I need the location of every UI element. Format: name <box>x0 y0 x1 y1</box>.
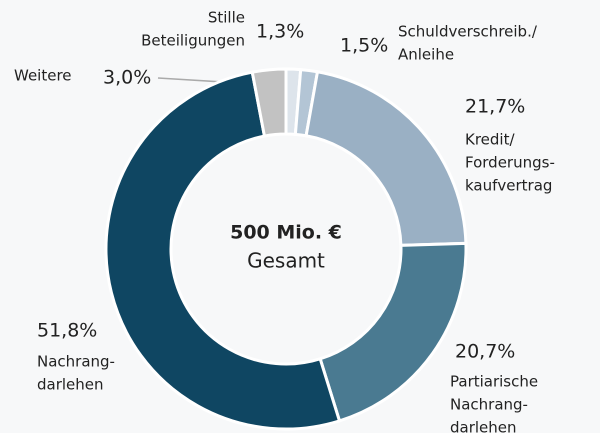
category-label: Weitere <box>14 67 72 85</box>
value-label: 21,7% <box>465 96 525 118</box>
category-label: darlehen <box>37 376 104 394</box>
category-label: Nachrang- <box>450 396 528 414</box>
donut-segment <box>104 70 342 431</box>
category-label: Nachrang- <box>37 353 115 371</box>
center-subtitle: Gesamt <box>247 249 325 273</box>
category-label: Anleihe <box>398 46 454 64</box>
value-label: 1,3% <box>256 21 304 43</box>
donut-segment <box>304 70 468 247</box>
category-label: Schuldverschreib./ <box>398 23 538 41</box>
center-title: 500 Mio. € <box>230 222 342 244</box>
value-label: 1,5% <box>340 35 388 57</box>
category-label: Kredit/ <box>465 131 515 149</box>
category-label: kaufvertrag <box>465 177 552 195</box>
category-label: Beteiligungen <box>141 32 245 50</box>
category-label: darlehen <box>450 419 517 433</box>
donut-segment <box>318 241 468 423</box>
value-label: 51,8% <box>37 320 97 342</box>
value-label: 20,7% <box>455 341 515 363</box>
donut-segment <box>250 67 288 138</box>
category-label: Partiarische <box>450 373 538 391</box>
value-label: 3,0% <box>103 67 151 89</box>
category-label: Stille <box>208 9 245 27</box>
category-label: Forderungs- <box>465 154 555 172</box>
